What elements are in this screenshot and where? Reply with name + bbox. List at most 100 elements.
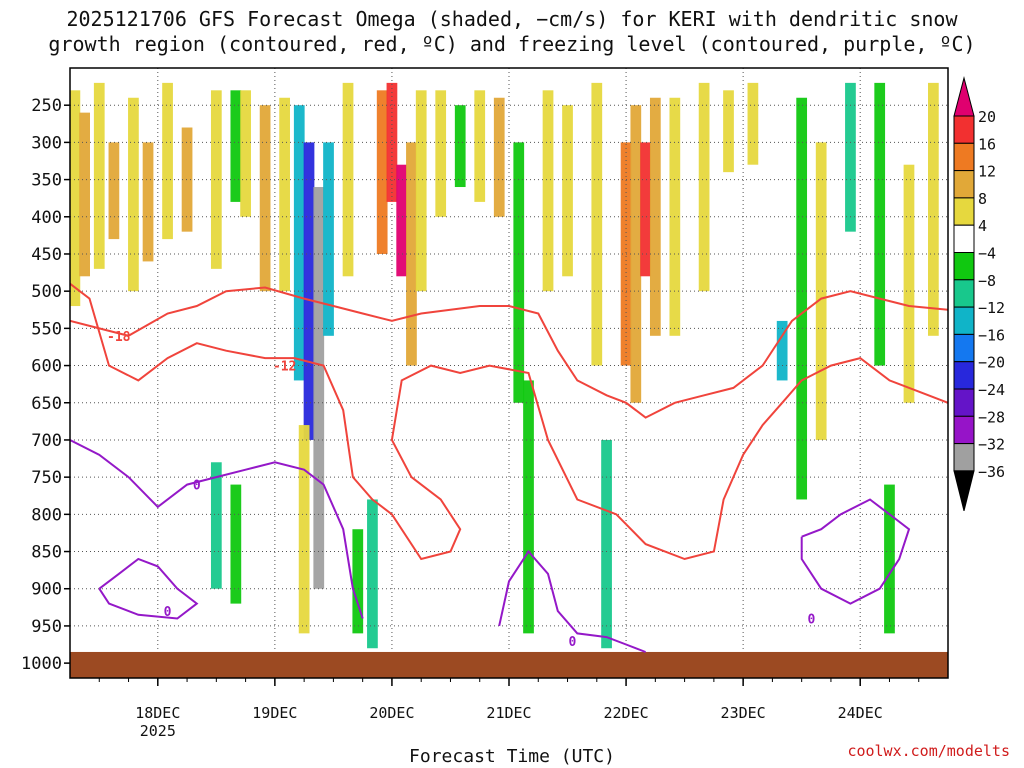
omega-cell — [313, 187, 325, 589]
y-tick-label: 300 — [31, 133, 62, 153]
omega-cell — [376, 90, 388, 254]
omega-cell — [884, 484, 895, 634]
chart-title-line-2: growth region (contoured, red, ºC) and f… — [48, 32, 976, 56]
omega-cell — [415, 90, 427, 292]
y-tick-label: 250 — [31, 96, 62, 116]
colorbar-swatch — [953, 279, 975, 308]
omega-cell — [279, 97, 290, 292]
omega-cell — [815, 142, 827, 440]
dgz-contours: -18 -12 — [70, 282, 948, 561]
omega-cell — [79, 112, 90, 277]
omega-cell — [630, 105, 642, 403]
omega-cell — [454, 105, 466, 188]
x-tick-label: 19DEC — [252, 704, 297, 722]
freezing-contour — [800, 498, 911, 605]
omega-cell — [640, 142, 651, 277]
omega-cell — [323, 142, 334, 336]
omega-shading — [70, 82, 939, 649]
colorbar-bottom-arrow — [953, 470, 975, 512]
omega-cell — [776, 320, 788, 381]
colorbar-label: −28 — [978, 408, 1005, 426]
colorbar-label: 4 — [978, 217, 987, 235]
colorbar-label: 20 — [978, 108, 996, 126]
x-tick-sublabel: 2025 — [140, 722, 176, 740]
omega-cell — [698, 82, 710, 292]
freezing-contour — [70, 439, 364, 619]
omega-cell — [259, 105, 271, 292]
x-axis-label: Forecast Time (UTC) — [409, 746, 615, 767]
colorbar-label: −36 — [978, 463, 1005, 481]
omega-cell — [474, 90, 486, 202]
omega-cell — [406, 142, 417, 366]
omega-cell — [93, 82, 105, 269]
omega-cell — [386, 82, 398, 202]
colorbar-swatch — [953, 224, 975, 253]
omega-cell — [562, 105, 573, 277]
omega-cell — [903, 164, 915, 403]
omega-cell — [796, 97, 808, 500]
y-tick-label: 350 — [31, 171, 62, 191]
omega-cell — [293, 105, 305, 381]
colorbar-swatch — [953, 252, 975, 281]
colorbar-swatch — [953, 443, 975, 472]
credit-text: coolwx.com/modelts — [847, 742, 1010, 760]
x-tick-label: 21DEC — [486, 704, 531, 722]
colorbar: 20 16 12 8 4 −4 −8 −12 −16 −20 −24 −28 −32 −36 — [953, 76, 1005, 512]
omega-cell — [601, 439, 612, 649]
omega-cell — [591, 82, 603, 366]
omega-cell — [230, 484, 242, 604]
omega-cell — [493, 97, 505, 217]
omega-cell — [523, 380, 534, 634]
colorbar-swatch — [953, 306, 975, 335]
omega-cell — [181, 127, 193, 232]
colorbar-swatch — [953, 115, 975, 144]
y-axis: 250 300 350 400 450 500 550 600 650 700 750 800 850 9… — [21, 96, 70, 674]
colorbar-top-arrow — [953, 76, 975, 117]
terrain — [70, 651, 948, 678]
y-tick-label: 450 — [31, 245, 62, 265]
omega-cell — [162, 82, 173, 240]
y-tick-label: 650 — [31, 394, 62, 414]
omega-cell — [435, 90, 447, 217]
omega-cell — [542, 90, 554, 292]
dgz-contour — [70, 286, 948, 419]
y-tick-label: 600 — [31, 357, 62, 377]
omega-cell — [142, 142, 154, 262]
colorbar-swatch — [953, 361, 975, 390]
omega-cell — [845, 82, 856, 232]
colorbar-swatch — [953, 142, 975, 172]
colorbar-label: −32 — [978, 436, 1005, 454]
colorbar-swatch — [953, 170, 975, 199]
omega-cell — [303, 142, 315, 440]
y-tick-label: 850 — [31, 543, 62, 563]
omega-cell — [513, 142, 525, 403]
omega-cell — [128, 97, 139, 292]
freezing-contour-label: 0 — [808, 612, 816, 627]
colorbar-label: −8 — [978, 272, 996, 290]
dgz-contour — [70, 282, 948, 561]
omega-cell — [210, 90, 222, 269]
freezing-contour-label: 0 — [164, 605, 172, 620]
freezing-contours: 0 0 0 0 — [70, 439, 911, 653]
colorbar-label: 12 — [978, 163, 996, 181]
dgz-contour-label: -18 — [107, 330, 131, 345]
omega-cell — [396, 164, 408, 277]
y-tick-label: 550 — [31, 319, 62, 339]
freezing-contour-label: 0 — [568, 635, 576, 650]
y-tick-label: 950 — [31, 617, 62, 637]
omega-cell — [230, 90, 242, 202]
colorbar-label: 8 — [978, 190, 987, 208]
omega-cell — [747, 82, 759, 165]
freezing-contour — [98, 557, 199, 620]
grid-lines — [70, 68, 948, 678]
omega-cell — [108, 142, 120, 240]
colorbar-swatch — [953, 197, 975, 226]
freezing-contour — [498, 549, 646, 653]
chart-title-line-1: 2025121706 GFS Forecast Omega (shaded, −… — [66, 7, 958, 31]
omega-cell — [342, 82, 354, 277]
colorbar-label: −16 — [978, 326, 1005, 344]
omega-cell — [70, 90, 81, 307]
omega-cell — [298, 425, 310, 634]
